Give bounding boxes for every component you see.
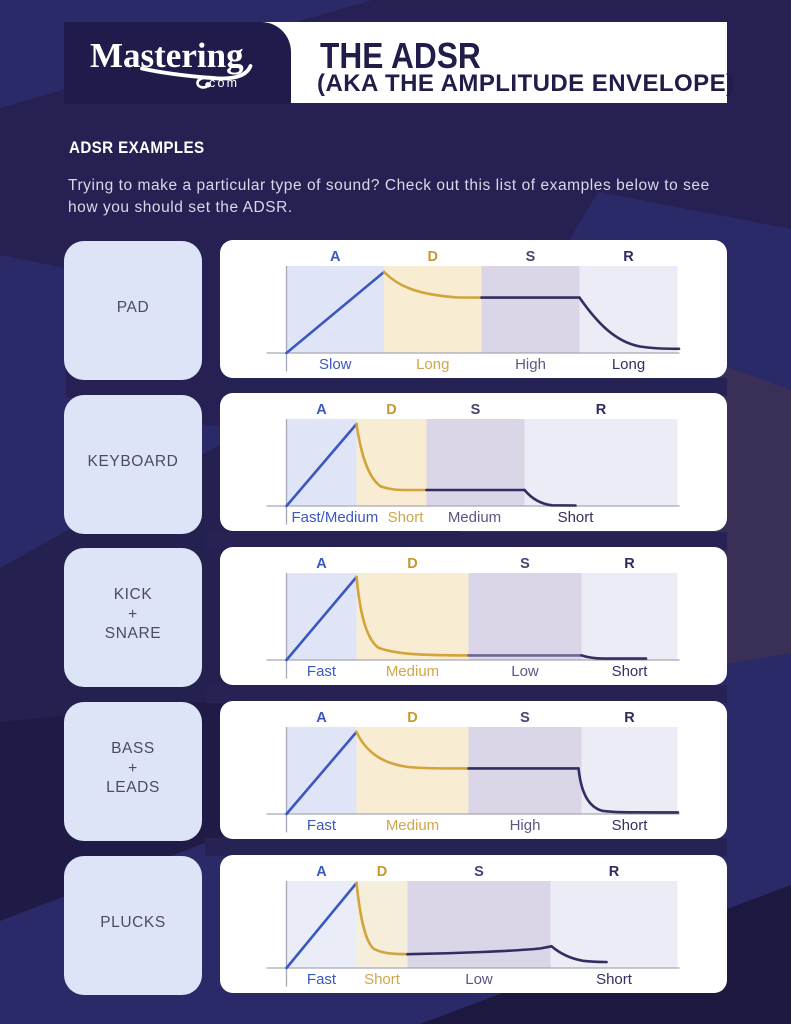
svg-text:Long: Long (612, 356, 645, 373)
svg-text:A: A (316, 402, 327, 418)
svg-text:S: S (474, 864, 484, 880)
svg-text:Long: Long (416, 356, 449, 373)
svg-text:D: D (407, 710, 417, 726)
svg-text:Medium: Medium (386, 663, 439, 680)
svg-text:S: S (526, 249, 536, 265)
svg-text:Medium: Medium (448, 509, 501, 526)
svg-text:Fast: Fast (307, 971, 337, 988)
svg-text:S: S (520, 710, 530, 726)
svg-text:Short: Short (388, 509, 425, 526)
svg-text:R: R (624, 710, 635, 726)
svg-text:Short: Short (596, 971, 633, 988)
svg-text:D: D (407, 556, 417, 572)
svg-text:Short: Short (558, 509, 595, 526)
svg-text:R: R (596, 402, 607, 418)
svg-text:Medium: Medium (386, 817, 439, 834)
svg-text:High: High (510, 817, 541, 834)
svg-text:D: D (428, 249, 438, 265)
svg-text:Short: Short (612, 817, 649, 834)
svg-text:High: High (515, 356, 546, 373)
svg-text:Short: Short (364, 971, 401, 988)
svg-text:Fast: Fast (307, 663, 337, 680)
svg-text:S: S (520, 556, 530, 572)
svg-text:S: S (471, 402, 481, 418)
svg-text:D: D (386, 402, 396, 418)
svg-text:Short: Short (612, 663, 649, 680)
svg-text:R: R (623, 249, 634, 265)
svg-text:A: A (316, 556, 327, 572)
svg-text:Fast: Fast (307, 817, 337, 834)
svg-text:D: D (377, 864, 387, 880)
svg-text:Slow: Slow (319, 356, 352, 373)
svg-text:Low: Low (511, 663, 539, 680)
svg-text:Fast/Medium: Fast/Medium (292, 509, 379, 526)
svg-text:A: A (330, 249, 341, 265)
svg-text:R: R (609, 864, 620, 880)
svg-text:Low: Low (465, 971, 493, 988)
svg-text:A: A (316, 710, 327, 726)
svg-text:R: R (624, 556, 635, 572)
svg-text:A: A (316, 864, 327, 880)
